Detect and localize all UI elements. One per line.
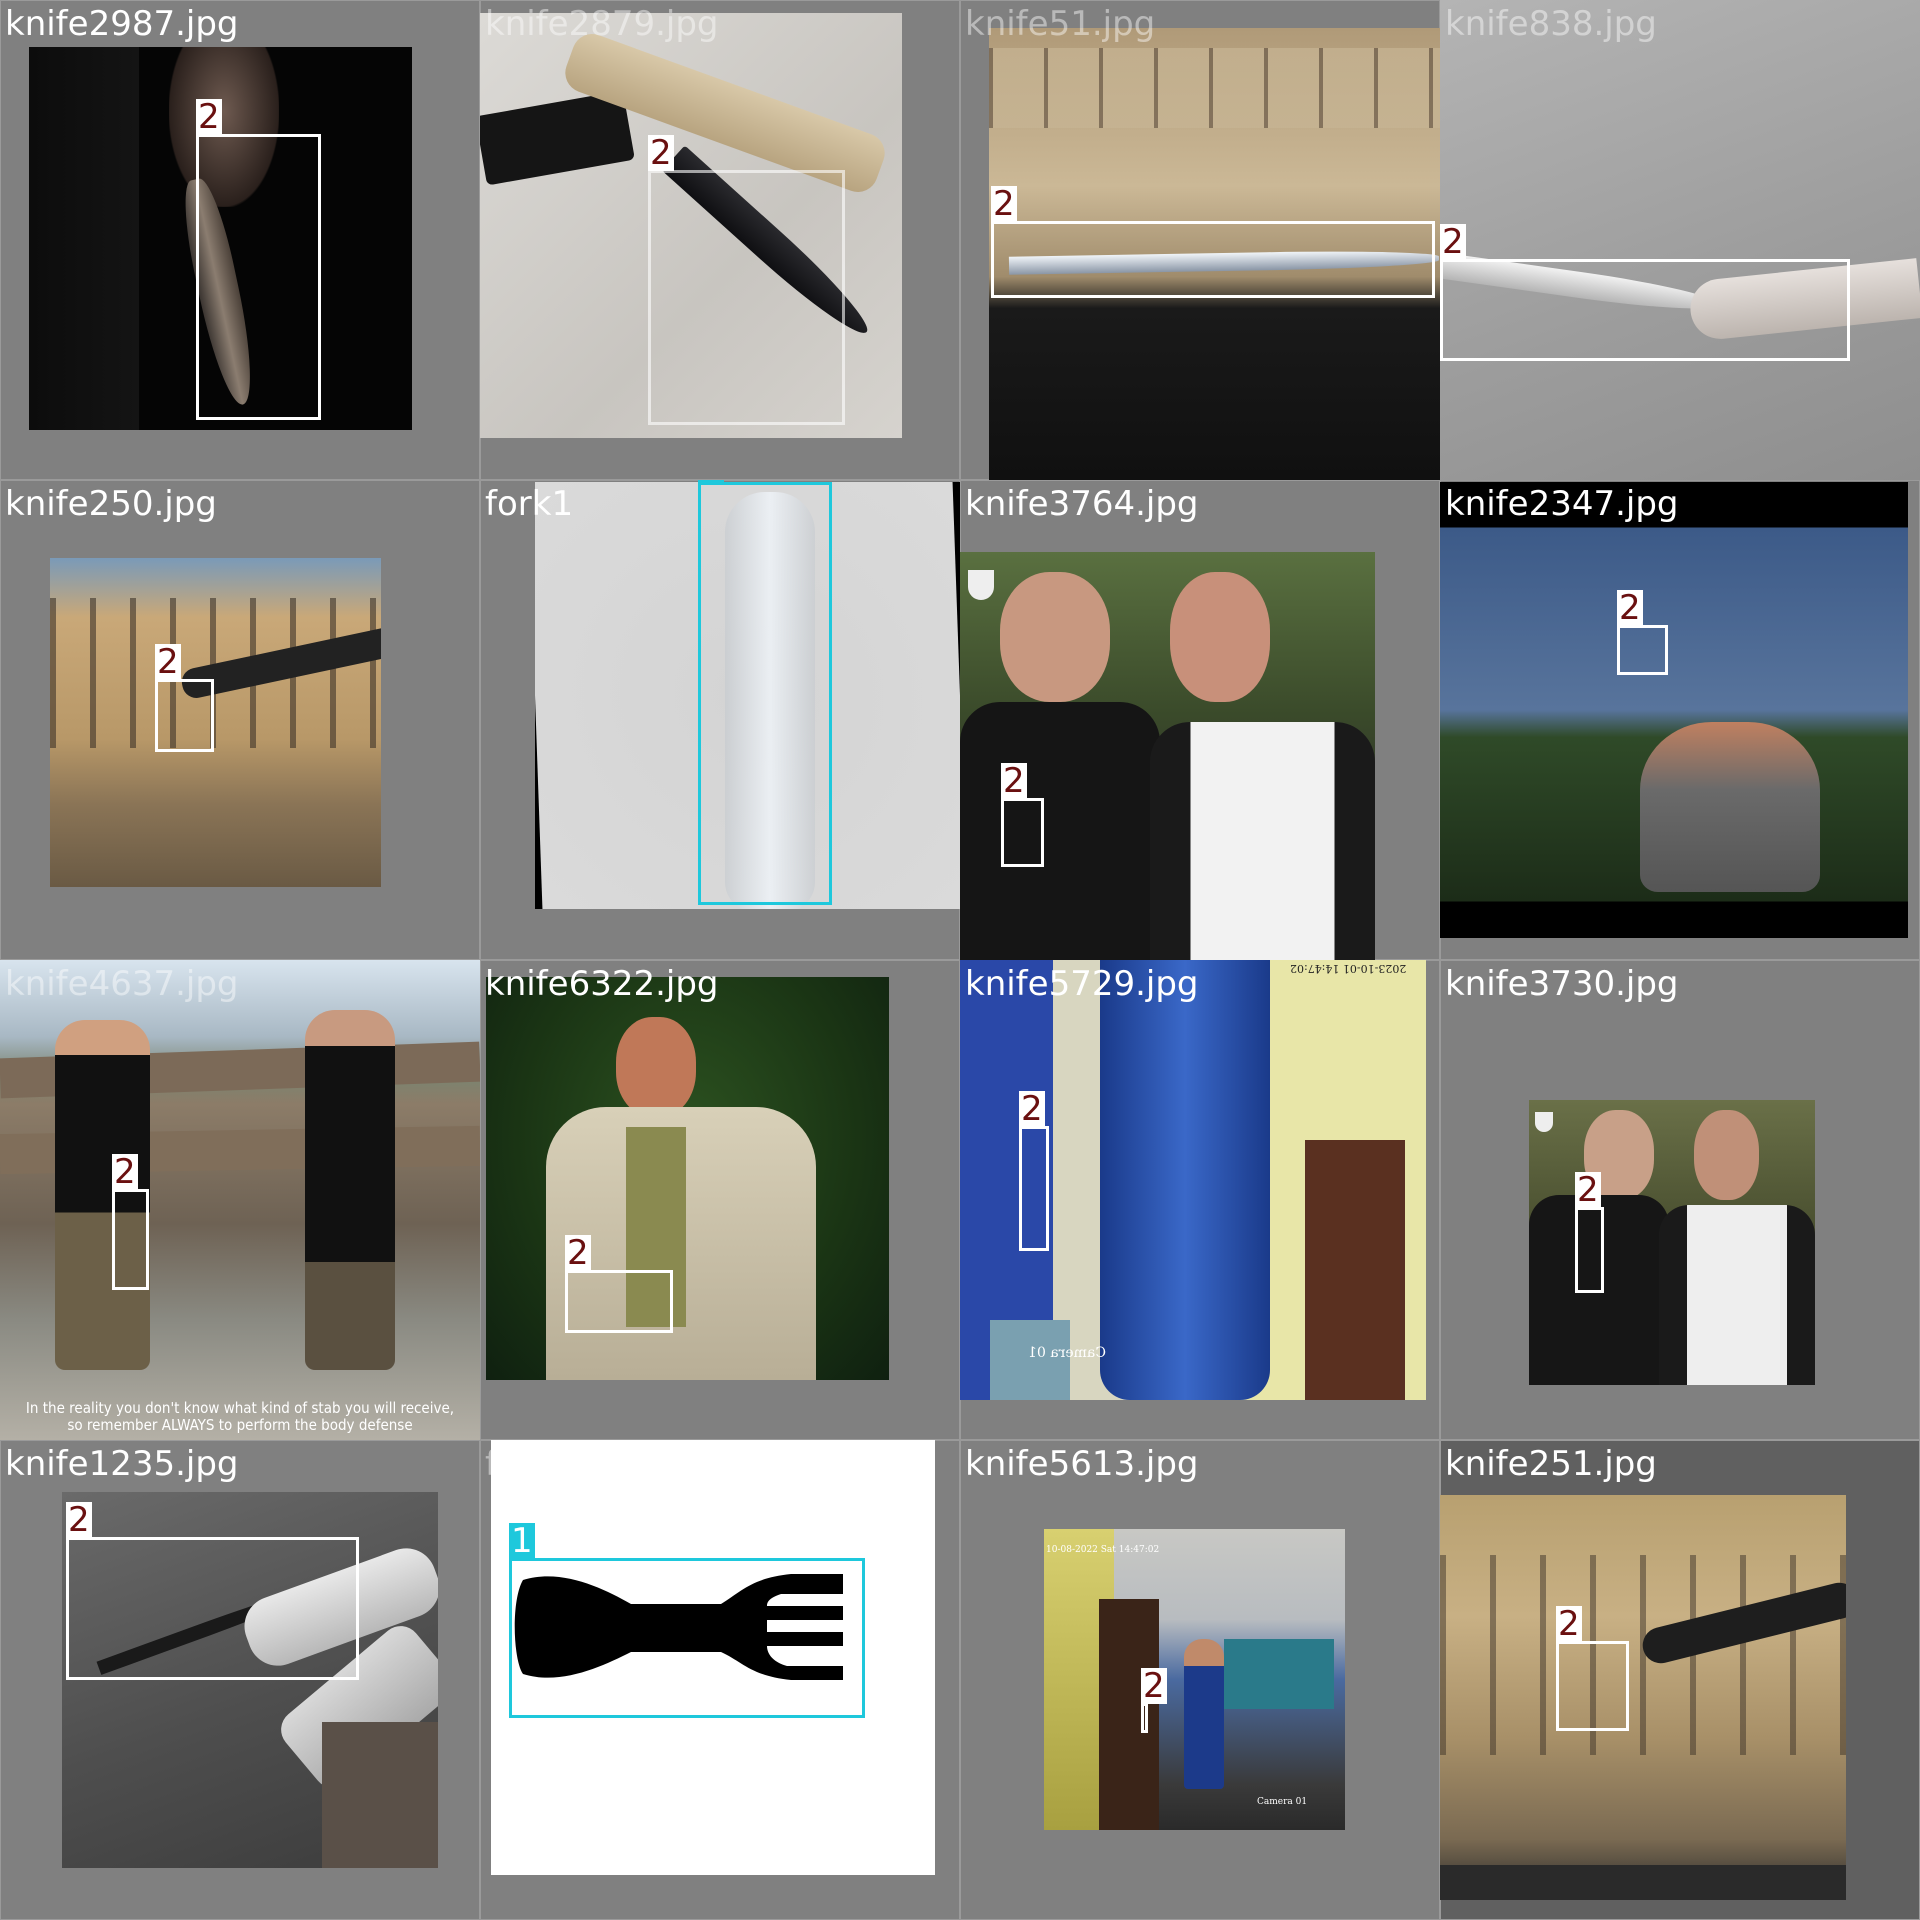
filename-label: knife1235.jpg [5, 1444, 239, 1484]
photo [1440, 1495, 1846, 1900]
bounding-box: 2 [112, 1154, 149, 1290]
fork-silhouette [514, 1574, 843, 1680]
filename-label: knife250.jpg [5, 484, 217, 524]
bounding-box: 2 [1440, 224, 1850, 361]
filename-label: knife3764.jpg [965, 484, 1199, 524]
camera-label: Camera 01 [1257, 1797, 1308, 1807]
photo: 10-08-2022 Sat 14:47:02 Camera 01 [1044, 1529, 1345, 1830]
tile-knife250: knife250.jpg 2 [0, 480, 480, 960]
filename-label: knife251.jpg [1445, 1444, 1657, 1484]
filename-label: knife6322.jpg [485, 964, 719, 1004]
timestamp: 2023-10-01 14:47:02 [1290, 962, 1407, 975]
photo [491, 1440, 935, 1875]
dbx-logo [1535, 1112, 1553, 1132]
camera-label: Camera 01 [1028, 1345, 1106, 1361]
photo [50, 558, 381, 887]
bounding-box: 1 [509, 1523, 865, 1718]
tile-knife6322: knife6322.jpg 2 [480, 960, 960, 1440]
photo [1529, 1100, 1815, 1385]
class-label: 1 [509, 1521, 535, 1561]
filename-label: fork95.jpg [485, 1444, 659, 1484]
photo [989, 28, 1440, 480]
bounding-box: 1 [698, 480, 832, 905]
bounding-box: 2 [66, 1502, 359, 1680]
filename-label: knife3730.jpg [1445, 964, 1679, 1004]
bounding-box: 2 [1556, 1606, 1629, 1731]
filename-label: knife838.jpg [1445, 4, 1657, 44]
filename-label: knife51.jpg [965, 4, 1156, 44]
class-label: 2 [1556, 1604, 1582, 1644]
class-label: 2 [648, 133, 674, 173]
photo [480, 13, 902, 438]
tile-knife51: knife51.jpg 2 [960, 0, 1440, 480]
filename-label: knife2879.jpg [485, 4, 719, 44]
class-label: 2 [1001, 761, 1027, 801]
filename-label: knife5613.jpg [965, 1444, 1199, 1484]
class-label: 2 [1141, 1666, 1167, 1706]
filename-label: fork1 [485, 484, 574, 524]
tile-knife2347: knife2347.jpg 2 [1440, 480, 1920, 960]
tile-knife2879: knife2879.jpg 2 [480, 0, 960, 480]
class-label: 2 [1617, 588, 1643, 628]
filename-label: knife4637.jpg [5, 964, 239, 1004]
tile-knife3764: knife3764.jpg 2 [960, 480, 1440, 960]
bounding-box: 2 [1141, 1668, 1167, 1733]
class-label: 2 [1019, 1089, 1045, 1129]
tile-knife5613: 10-08-2022 Sat 14:47:02 Camera 01 knife5… [960, 1440, 1440, 1920]
photo: Camera 01 2023-10-01 14:47:02 [960, 960, 1426, 1400]
photo [1440, 482, 1908, 938]
bounding-box: 2 [565, 1235, 673, 1333]
tile-knife838: knife838.jpg 2 [1440, 0, 1920, 480]
class-label: 2 [565, 1233, 591, 1273]
bounding-box: 2 [991, 186, 1435, 298]
bounding-box: 2 [196, 99, 321, 420]
filename-label: knife5729.jpg [965, 964, 1199, 1004]
class-label: 2 [1575, 1170, 1601, 1210]
tile-fork1: fork1 1 [480, 480, 960, 960]
bounding-box: 2 [1001, 763, 1044, 867]
class-label: 2 [1440, 222, 1466, 262]
bounding-box: 2 [648, 135, 845, 425]
bounding-box: 2 [1575, 1172, 1604, 1293]
tile-knife3730: knife3730.jpg 2 [1440, 960, 1920, 1440]
photo [960, 552, 1375, 960]
bounding-box: 2 [1617, 590, 1668, 675]
photo: In the reality you don't know what kind … [0, 960, 480, 1440]
class-label: 2 [112, 1152, 138, 1192]
photo [62, 1492, 438, 1868]
video-subtitle: In the reality you don't know what kind … [25, 1399, 455, 1434]
bounding-box: 2 [155, 644, 214, 752]
filename-label: knife2347.jpg [1445, 484, 1679, 524]
tile-knife5729: Camera 01 2023-10-01 14:47:02 knife5729.… [960, 960, 1440, 1440]
timestamp: 10-08-2022 Sat 14:47:02 [1046, 1545, 1160, 1555]
class-label: 2 [196, 97, 222, 137]
tile-knife251: knife251.jpg 2 [1440, 1440, 1920, 1920]
class-label: 2 [66, 1500, 92, 1540]
tile-fork95: fork95.jpg 1 [480, 1440, 960, 1920]
photo [535, 482, 960, 909]
tile-knife4637: In the reality you don't know what kind … [0, 960, 480, 1440]
photo [1440, 0, 1920, 480]
class-label: 1 [698, 480, 724, 483]
class-label: 2 [991, 184, 1017, 224]
bounding-box: 2 [1019, 1091, 1049, 1251]
class-label: 2 [155, 642, 181, 682]
tile-knife1235: knife1235.jpg 2 [0, 1440, 480, 1920]
tile-knife2987: knife2987.jpg 2 [0, 0, 480, 480]
dbx-logo [968, 570, 994, 600]
photo [486, 977, 889, 1380]
filename-label: knife2987.jpg [5, 4, 239, 44]
